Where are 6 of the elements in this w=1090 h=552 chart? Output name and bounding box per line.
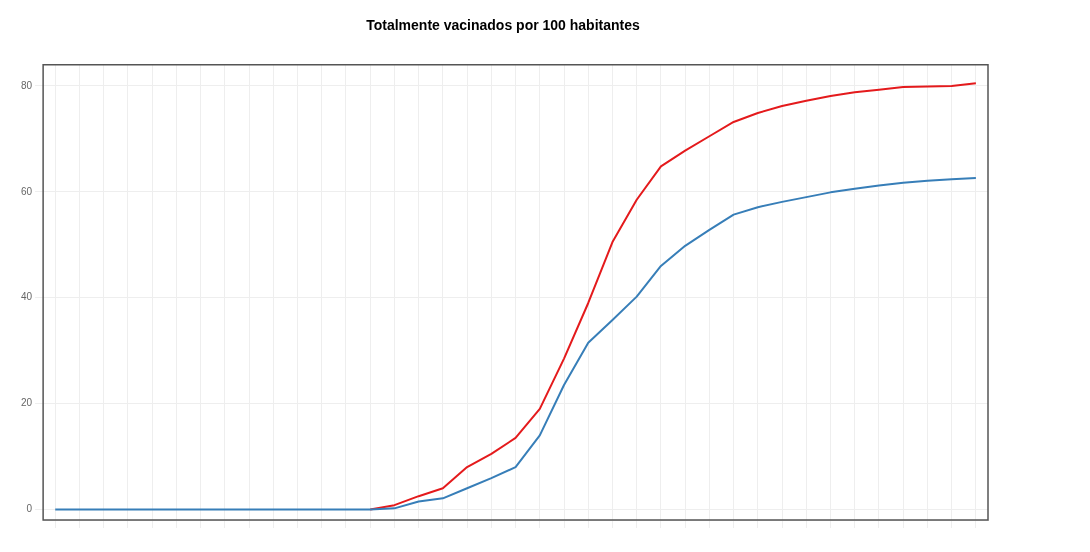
- y-tick-label: 60: [21, 185, 33, 197]
- chart-title: Totalmente vacinados por 100 habitantes: [366, 17, 640, 34]
- y-tick-label: 40: [21, 291, 33, 303]
- y-tick-label: 80: [21, 79, 33, 91]
- y-tick-label: 20: [21, 397, 33, 409]
- y-tick-label: 0: [26, 503, 33, 515]
